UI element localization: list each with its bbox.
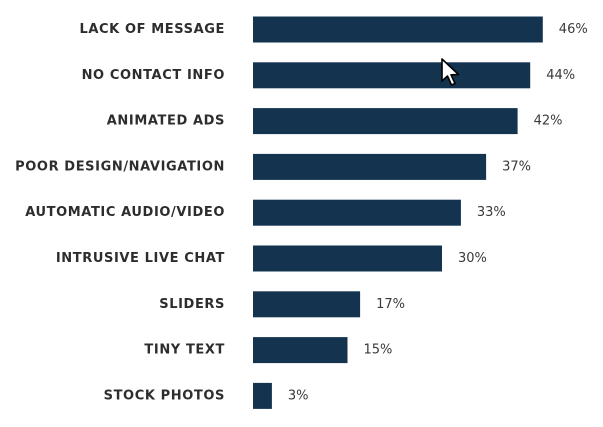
category-label: INTRUSIVE LIVE CHAT <box>56 251 225 266</box>
bar <box>253 337 348 364</box>
category-label: NO CONTACT INFO <box>82 68 225 83</box>
value-label: 33% <box>477 205 506 220</box>
category-label: LACK OF MESSAGE <box>79 22 225 37</box>
bar <box>253 108 518 135</box>
bar <box>253 382 272 409</box>
category-label: TINY TEXT <box>144 343 225 358</box>
category-label: POOR DESIGN/NAVIGATION <box>15 159 225 174</box>
category-label: STOCK PHOTOS <box>104 388 225 403</box>
category-label: ANIMATED ADS <box>107 114 225 129</box>
bar <box>253 16 543 43</box>
value-label: 46% <box>559 22 588 37</box>
value-label: 44% <box>546 68 575 83</box>
bar <box>253 291 361 318</box>
bar <box>253 199 461 226</box>
bar <box>253 245 442 272</box>
category-label: AUTOMATIC AUDIO/VIDEO <box>25 205 225 220</box>
mouse-pointer-icon <box>440 58 462 88</box>
value-label: 15% <box>364 343 393 358</box>
bar <box>253 62 531 89</box>
value-label: 37% <box>502 159 531 174</box>
category-label: SLIDERS <box>159 297 225 312</box>
value-label: 3% <box>288 388 309 403</box>
value-label: 30% <box>458 251 487 266</box>
value-label: 42% <box>534 114 563 129</box>
value-label: 17% <box>376 297 405 312</box>
bar <box>253 153 487 180</box>
